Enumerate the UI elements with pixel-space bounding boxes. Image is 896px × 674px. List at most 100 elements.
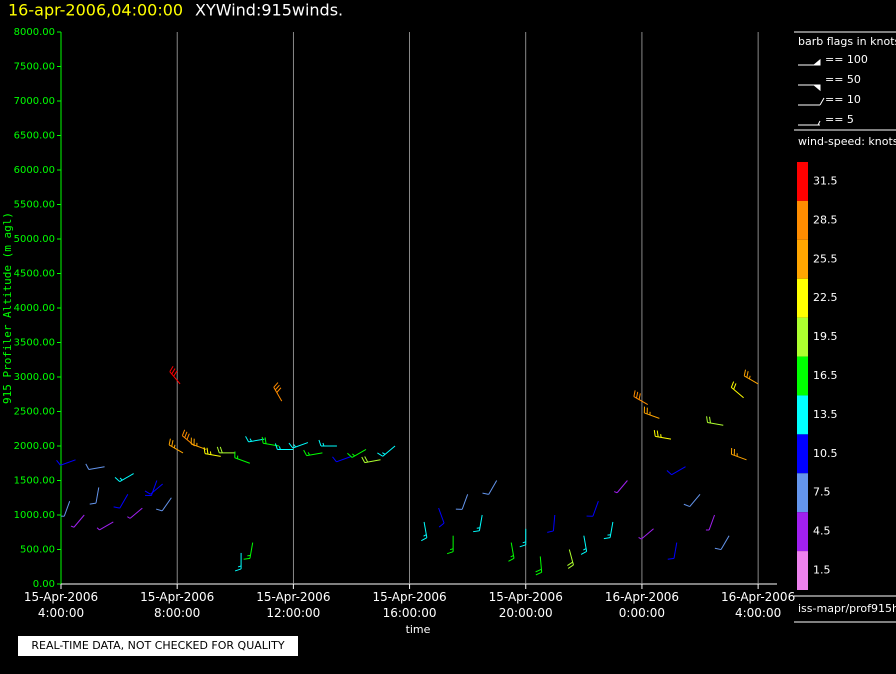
wind-barb	[113, 494, 129, 509]
wind-barb	[653, 429, 672, 440]
colorbar-segment	[797, 162, 808, 201]
barb-half	[352, 453, 356, 457]
barb-flag	[274, 443, 278, 450]
barb-flag	[113, 506, 120, 509]
chart-title: 16-apr-2006,04:00:00	[8, 1, 183, 20]
barb-flag	[567, 564, 574, 569]
barb-staff	[488, 480, 498, 495]
barb-flag	[580, 551, 587, 555]
barb-half	[638, 537, 642, 540]
colorbar-label: 10.5	[813, 447, 838, 460]
barb-flag	[318, 439, 322, 447]
wind-barb	[730, 447, 747, 461]
barb-staff	[161, 497, 172, 512]
barb-flag	[364, 456, 369, 463]
wind-barb	[155, 497, 172, 512]
wind-barb	[274, 443, 294, 450]
wind-barb	[56, 459, 76, 466]
source: iss-mapr/prof915h	[798, 602, 896, 615]
barb-flag	[332, 456, 337, 463]
y-tick-label: 7000.00	[14, 96, 55, 107]
wind-barb	[473, 514, 483, 533]
barb-flag	[666, 470, 672, 476]
colorbar-segment	[797, 317, 808, 357]
wind-barb	[288, 442, 309, 449]
y-tick-label: 0.00	[33, 579, 55, 590]
barb-flag	[216, 446, 220, 454]
barb-flag	[519, 544, 526, 548]
y-axis-label: 915 Profiler Altitude (m agl)	[1, 212, 14, 404]
y-tick-label: 6000.00	[14, 165, 55, 176]
colorbar-label: 19.5	[813, 330, 838, 343]
barb-half	[382, 452, 386, 455]
colorbar-segment	[797, 434, 808, 474]
colorbar-label: 7.5	[813, 486, 831, 499]
barb-flag	[171, 368, 176, 375]
y-tick-label: 5500.00	[14, 200, 55, 211]
barb-flag	[706, 416, 709, 423]
barb-staff	[382, 445, 396, 457]
y-tick-label: 2000.00	[14, 441, 55, 452]
y-tick-label: 500.00	[20, 545, 55, 556]
barb-staff	[633, 396, 648, 406]
wind-barb	[216, 446, 236, 454]
y-tick-label: 4500.00	[14, 269, 55, 280]
wind-barb	[567, 549, 574, 569]
barb-staff	[168, 444, 184, 454]
barb-half	[307, 452, 311, 456]
barb-flag	[547, 530, 554, 533]
barb-flag	[535, 571, 542, 576]
barb-staff	[273, 387, 283, 402]
wind-barb	[421, 521, 428, 542]
barb-legend-label: == 100	[825, 53, 868, 66]
barb-flag	[171, 440, 174, 447]
barb-flag	[245, 436, 250, 443]
barb-staff	[292, 442, 309, 449]
wind-barb	[144, 483, 163, 495]
y-tick-label: 5000.00	[14, 234, 55, 245]
y-tick-label: 8000.00	[14, 27, 55, 38]
barb-half	[119, 477, 123, 481]
wind-barb	[190, 437, 207, 450]
barb-flag	[603, 537, 611, 540]
barb-staff	[73, 514, 85, 528]
barb-staff	[234, 457, 250, 464]
wind-barb	[181, 429, 195, 447]
barb-flag	[714, 547, 722, 551]
barb-flag	[169, 365, 174, 372]
barb-half	[96, 527, 100, 531]
x-tick-label: 15-Apr-2006 16:00:00	[372, 590, 447, 620]
colorbar-label: 1.5	[813, 564, 831, 577]
wind-barb	[743, 369, 759, 385]
wind-barb	[96, 521, 114, 531]
barb-half	[614, 491, 618, 494]
chart-subtitle: XYWind:915winds.	[195, 1, 343, 20]
wind-barb	[482, 480, 498, 495]
barb-staff	[119, 473, 134, 483]
wind-barb	[203, 447, 221, 457]
barb-flag	[421, 537, 428, 542]
barb-flag	[219, 446, 223, 454]
barb-flag	[709, 416, 711, 424]
barb-staff	[129, 507, 143, 519]
barb-flag	[155, 508, 163, 512]
x-tick-label: 15-Apr-2006 4:00:00	[23, 590, 99, 620]
wind-barb	[361, 456, 381, 464]
barb-half	[249, 438, 252, 442]
barb-flag	[347, 452, 353, 458]
x-tick-label: 15-Apr-2006 20:00:00	[488, 590, 563, 620]
wind-barb	[245, 436, 265, 443]
barb-flag	[114, 477, 121, 482]
barb-flag	[653, 429, 656, 437]
barb-flag	[85, 463, 90, 470]
barb-flag	[261, 436, 264, 444]
barb-flag	[633, 390, 636, 397]
barb-legend-label: == 10	[825, 93, 861, 106]
barb-half	[237, 565, 242, 568]
wind-barb	[234, 451, 250, 464]
barb-flag	[482, 492, 489, 495]
barb-flag	[273, 382, 279, 388]
barb-flag	[181, 429, 186, 436]
wind-barb	[714, 535, 730, 551]
barb-flag	[243, 557, 251, 560]
